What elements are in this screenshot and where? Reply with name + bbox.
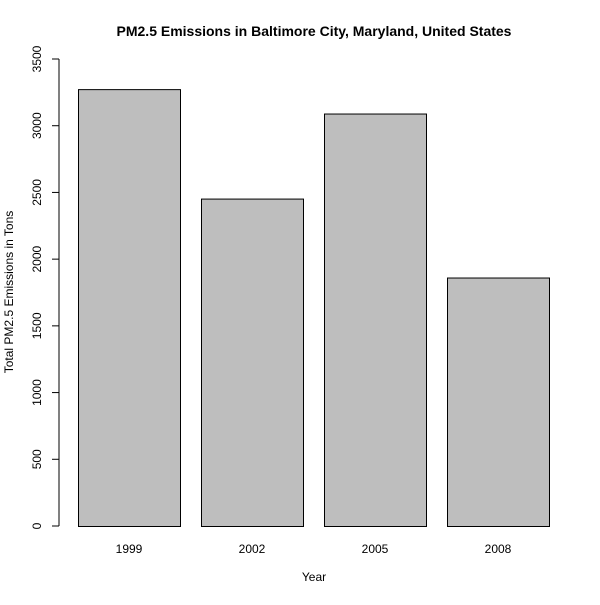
bar-2008 xyxy=(447,277,550,527)
bar-2002 xyxy=(201,198,304,527)
y-axis-tick-label: 3500 xyxy=(30,45,44,72)
y-axis-tick-label: 2000 xyxy=(30,245,44,272)
x-axis-tick-label: 2008 xyxy=(485,542,512,556)
y-axis-tick-label: 500 xyxy=(30,449,44,469)
x-axis-tick-label: 1999 xyxy=(116,542,143,556)
y-axis: 0 500 1000 1500 2000 2500 3000 3500 xyxy=(30,45,60,529)
bar-1999 xyxy=(78,89,181,528)
x-axis-tick-label: 2005 xyxy=(362,542,389,556)
x-axis-tick-labels: 1999 2002 2005 2008 xyxy=(116,542,512,556)
y-axis-label: Total PM2.5 Emissions in Tons xyxy=(2,211,16,374)
y-axis-tick-label: 1000 xyxy=(30,379,44,406)
y-axis-tick-label: 0 xyxy=(30,522,44,529)
x-axis-tick-label: 2002 xyxy=(239,542,266,556)
bar-2005 xyxy=(324,113,427,528)
y-axis-tick-label: 2500 xyxy=(30,179,44,206)
bars xyxy=(78,89,550,528)
y-axis-tick-label: 1500 xyxy=(30,312,44,339)
y-axis-tick-label: 3000 xyxy=(30,112,44,139)
x-axis-label: Year xyxy=(302,570,326,584)
chart-title: PM2.5 Emissions in Baltimore City, Maryl… xyxy=(117,23,512,39)
